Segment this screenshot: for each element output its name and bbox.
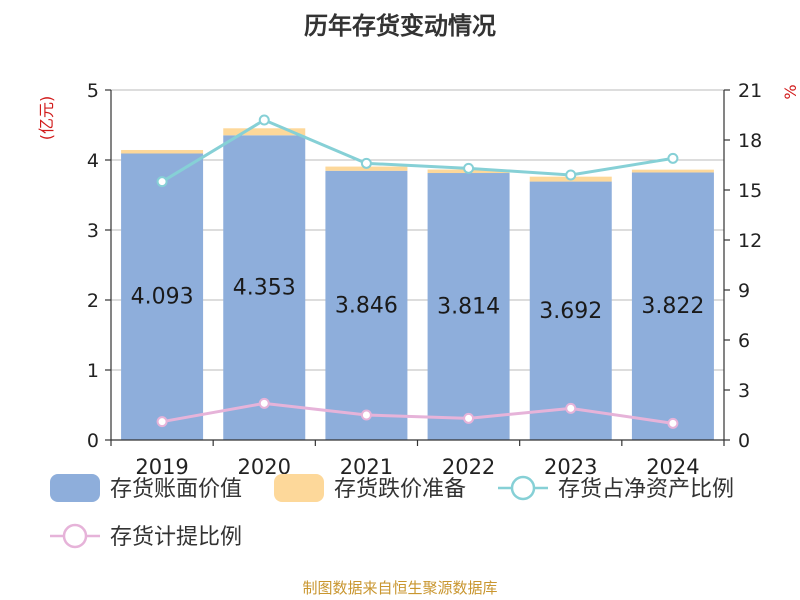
bar-data-label: 3.846	[335, 293, 398, 318]
legend-item: 存货计提比例	[50, 523, 242, 550]
left-tick-label: 0	[87, 430, 99, 452]
right-tick-label: 0	[738, 430, 750, 452]
point-provision-ratio	[258, 397, 270, 409]
legend-swatch	[274, 474, 324, 502]
right-tick-label: 12	[738, 230, 762, 252]
right-tick-label: 3	[738, 380, 750, 402]
bar-layer	[121, 128, 714, 441]
right-tick-label: 15	[738, 180, 762, 202]
bar-data-label: 3.692	[539, 299, 602, 324]
bar-impairment-reserve	[631, 169, 714, 173]
legend-item: 存货跌价准备	[274, 474, 466, 502]
source-note: 制图数据来自恒生聚源数据库	[302, 579, 498, 597]
legend-item: 存货占净资产比例	[498, 475, 734, 502]
grid-layer	[111, 89, 724, 371]
right-axis-unit-label: %	[781, 84, 800, 99]
x-tick-label: 2023	[544, 455, 597, 479]
legend-marker	[510, 475, 536, 501]
point-provision-ratio	[156, 416, 168, 428]
point-net-asset-ratio	[667, 152, 679, 164]
point-provision-ratio	[565, 402, 577, 414]
x-tick-label: 2024	[646, 455, 699, 479]
point-net-asset-ratio	[565, 169, 577, 181]
right-tick-label: 18	[738, 130, 762, 152]
bar-data-label: 4.353	[233, 276, 296, 301]
line-layer	[156, 114, 679, 429]
line-net-asset-ratio	[161, 118, 674, 183]
left-tick-label: 1	[87, 360, 99, 382]
left-tick-label: 2	[87, 290, 99, 312]
left-tick-label: 5	[87, 80, 99, 102]
chart-title: 历年存货变动情况	[304, 12, 496, 40]
right-tick-label: 9	[738, 280, 750, 302]
bar-data-label: 3.814	[437, 295, 500, 320]
bar-book-value	[427, 173, 510, 440]
legend-marker	[62, 523, 88, 549]
point-net-asset-ratio	[156, 176, 168, 188]
label-layer: 4.093 4.353 3.846 3.814 3.692 3.822	[131, 276, 705, 324]
point-net-asset-ratio	[360, 157, 372, 169]
legend-label: 存货账面价值	[110, 477, 242, 502]
bar-impairment-reserve	[121, 149, 204, 154]
right-tick-label: 6	[738, 330, 750, 352]
x-tick-label: 2019	[135, 455, 188, 479]
bar-book-value	[223, 135, 306, 441]
bar-book-value	[121, 153, 204, 441]
x-tick-label: 2022	[442, 455, 495, 479]
bar-book-value	[529, 181, 612, 440]
point-net-asset-ratio	[463, 162, 475, 174]
left-axis-unit-label: (亿元)	[37, 96, 56, 141]
left-tick-label: 4	[87, 150, 99, 172]
legend-swatch	[50, 474, 100, 502]
bar-impairment-reserve	[223, 128, 306, 136]
point-provision-ratio	[360, 409, 372, 421]
x-tick-label: 2021	[340, 455, 393, 479]
bar-book-value	[325, 170, 408, 440]
left-tick-label: 3	[87, 220, 99, 242]
right-tick-label: 21	[738, 80, 762, 102]
legend-label: 存货跌价准备	[334, 477, 466, 502]
point-net-asset-ratio	[258, 114, 270, 126]
bar-data-label: 3.822	[641, 294, 704, 319]
point-provision-ratio	[667, 417, 679, 429]
bar-data-label: 4.093	[131, 285, 194, 310]
bar-book-value	[631, 172, 714, 440]
legend-label: 存货计提比例	[110, 525, 242, 550]
point-provision-ratio	[463, 412, 475, 424]
legend-item: 存货账面价值	[50, 474, 242, 502]
legend-label: 存货占净资产比例	[558, 477, 734, 502]
line-provision-ratio	[161, 401, 674, 425]
